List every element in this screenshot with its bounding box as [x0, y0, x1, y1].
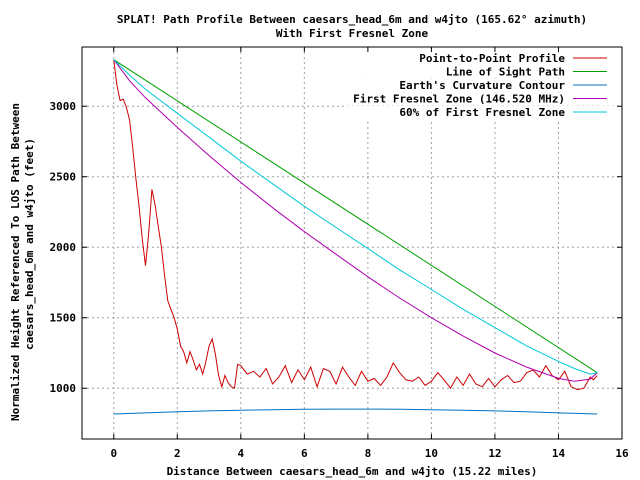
x-tick-label: 2 [174, 447, 181, 460]
plot-frame [81, 46, 623, 440]
legend-background [346, 65, 616, 79]
y-tick-label: 1000 [50, 382, 77, 395]
series-line-60-of-first-fresnel-zone [113, 59, 598, 375]
x-tick-label: 16 [615, 447, 629, 460]
x-tick-label: 6 [301, 447, 308, 460]
chart-subtitle: With First Fresnel Zone [276, 27, 429, 40]
legend-background [346, 106, 616, 119]
y-axis-label-line-1: Normalized Height Referenced To LOS Path… [9, 103, 22, 421]
chart-title: SPLAT! Path Profile Between caesars_head… [117, 13, 587, 26]
legend-background [346, 79, 616, 92]
tick-labels: 0 2 4 6 8 10 12 14 16 1000 1500 2000 2500 3000 [50, 47, 629, 460]
x-tick-label: 10 [425, 447, 438, 460]
x-tick-label: 8 [365, 447, 372, 460]
legend-label: Point-to-Point Profile [419, 52, 565, 65]
x-axis-label: Distance Between caesars_head_6m and w4j… [167, 465, 538, 478]
legend-background [346, 92, 616, 106]
legend-label: Earth's Curvature Contour [399, 79, 565, 92]
series-line-point-to-point-profile [113, 59, 598, 391]
legend-label: First Fresnel Zone (146.520 MHz) [353, 93, 565, 106]
legend-background [346, 52, 616, 65]
x-tick-label: 0 [110, 447, 117, 460]
series-line-line-of-sight-path [113, 59, 598, 374]
legend-label: Line of Sight Path [446, 66, 565, 79]
x-tick-label: 12 [488, 447, 501, 460]
series-line-earth-s-curvature-contour [113, 408, 598, 415]
y-tick-label: 1500 [50, 312, 77, 325]
y-tick-label: 2500 [50, 171, 77, 184]
x-tick-label: 4 [238, 447, 245, 460]
y-tick-label: 2000 [50, 241, 77, 254]
legend-label: 60% of First Fresnel Zone [399, 106, 565, 119]
data-series [113, 59, 598, 415]
y-axis-label-line-2: caesars_head_6m and w4jto (feet) [23, 138, 36, 350]
x-tick-label: 14 [552, 447, 566, 460]
series-line-first-fresnel-zone-146-520-mhz [113, 59, 598, 382]
y-tick-label: 3000 [50, 100, 77, 113]
